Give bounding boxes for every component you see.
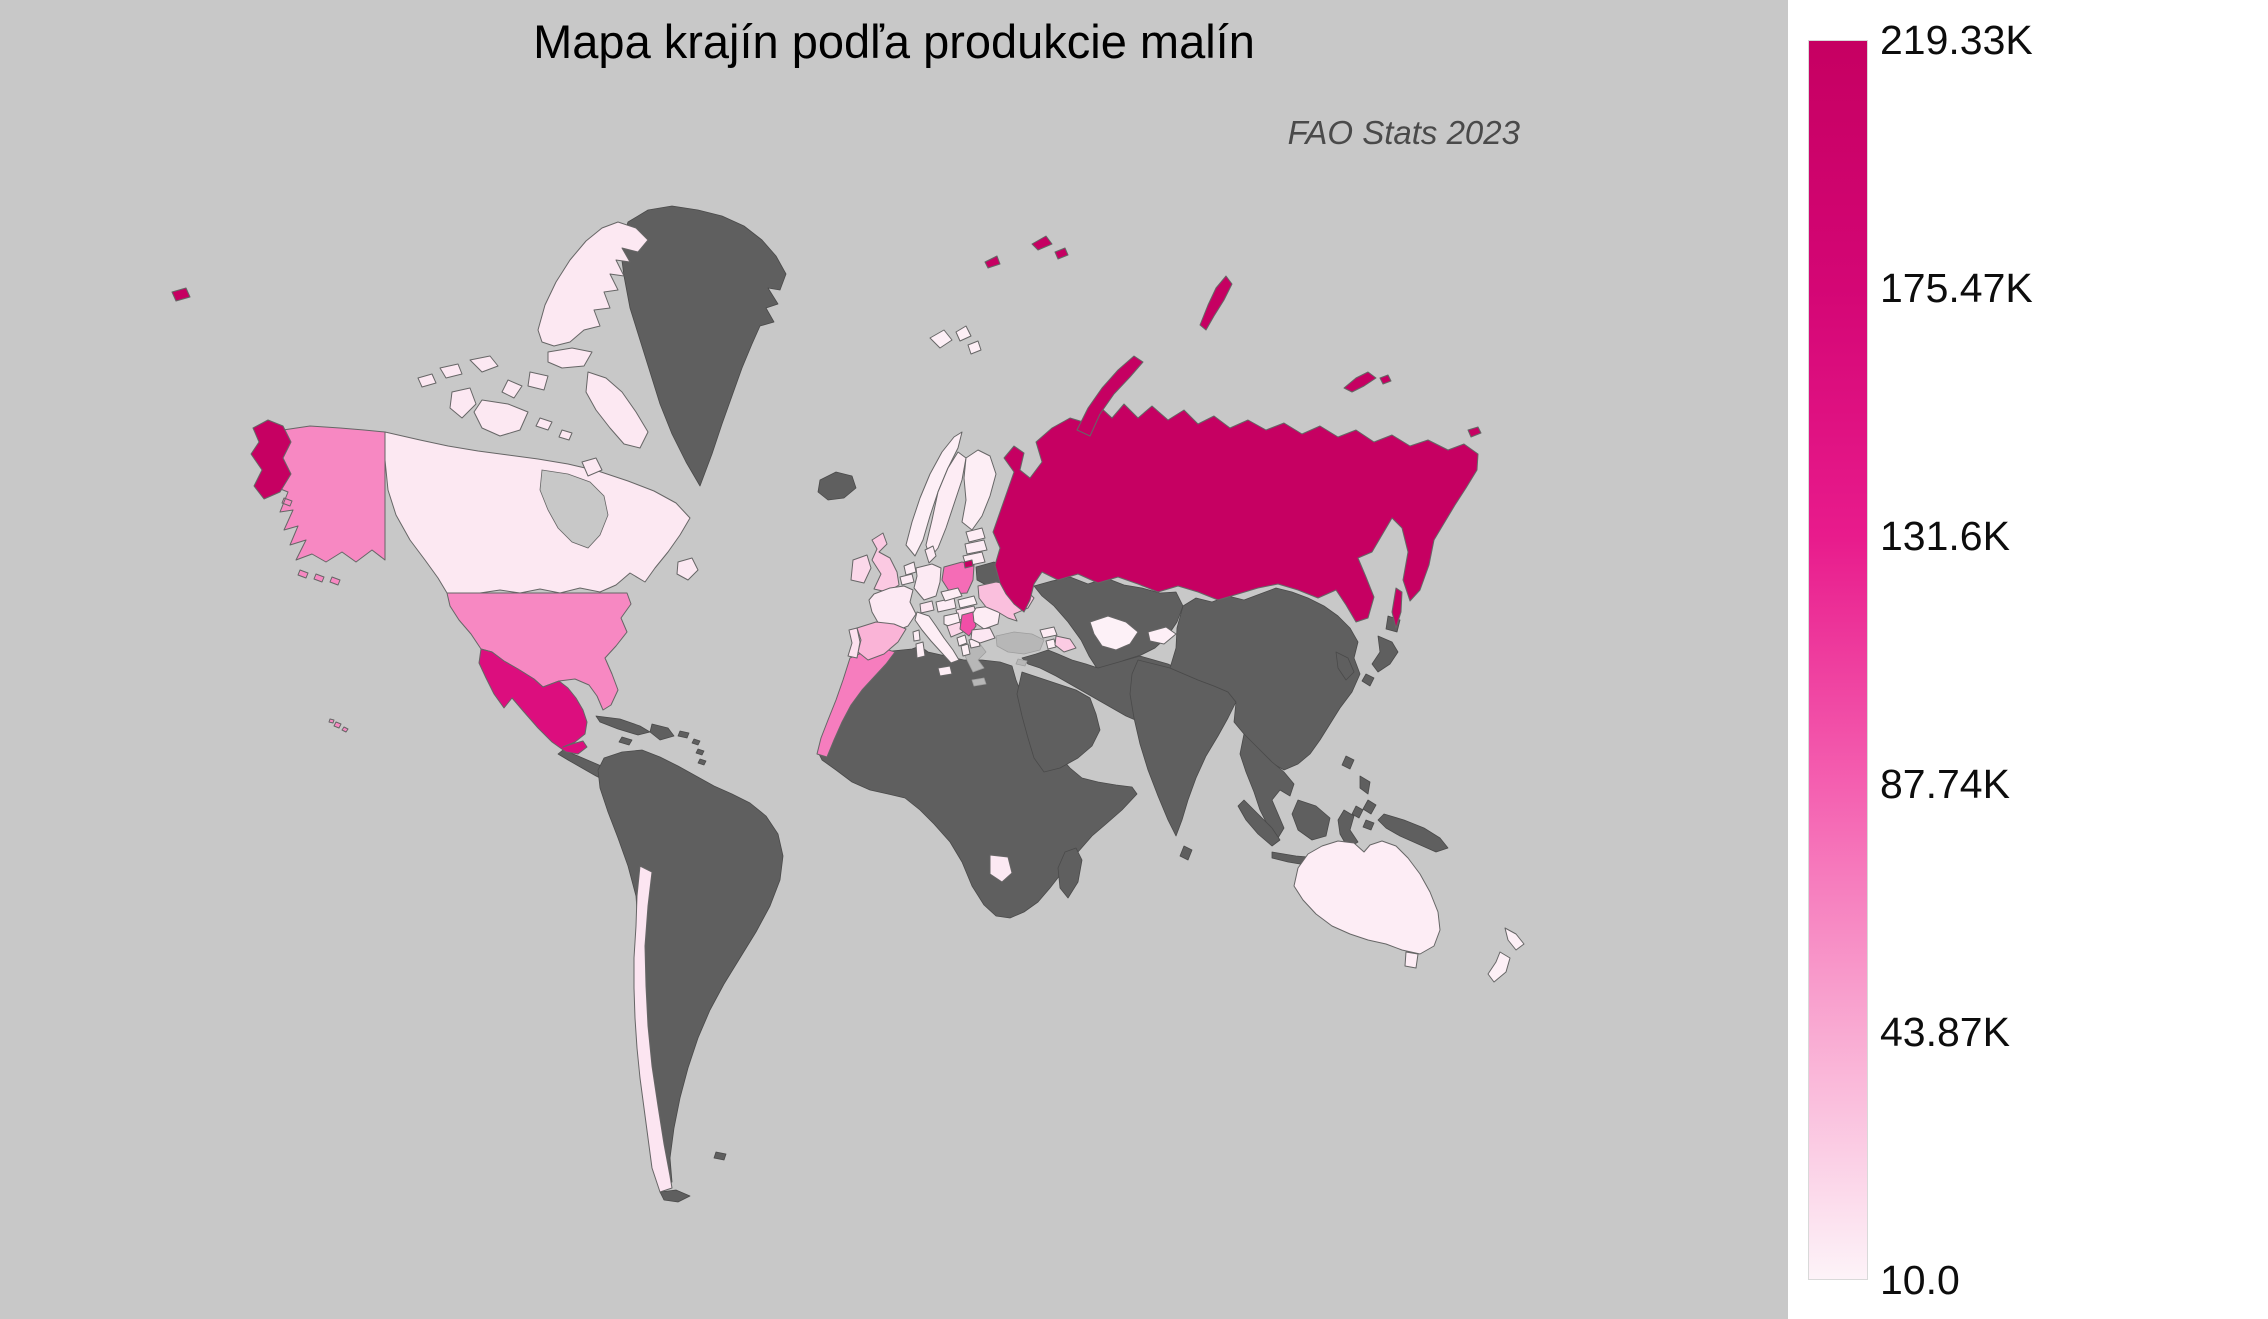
country-portugal[interactable] [847,627,861,659]
country-sweden[interactable] [925,451,967,559]
country-cuba[interactable] [595,715,651,736]
island-puerto-rico[interactable] [677,730,690,739]
country-zimbabwe[interactable] [989,854,1013,883]
region-kaliningrad[interactable] [963,559,974,569]
region-east-asia[interactable] [1169,587,1361,771]
legend-tick-label-3: 131.6K [1880,513,2010,559]
country-usa-alaska[interactable] [277,425,386,586]
country-netherlands[interactable] [903,561,917,576]
islands-falkland[interactable] [713,1151,727,1161]
region-southeast-asia[interactable] [1239,733,1295,839]
legend-tick-label-4: 87.74K [1880,761,2010,807]
map-panel: Mapa krajín podľa produkcie malín FAO St… [0,0,1788,1319]
island-tierra-del-fuego[interactable] [659,1189,691,1203]
chart-title: Mapa krajín podľa produkcie malín [533,15,1255,68]
country-latvia[interactable] [964,539,988,555]
island-taiwan[interactable] [1341,755,1355,770]
country-canada[interactable] [384,431,691,594]
country-ireland[interactable] [850,554,872,584]
country-bulgaria[interactable] [970,627,996,644]
country-madagascar[interactable] [1057,847,1083,899]
country-italy[interactable] [912,611,960,677]
country-greenland[interactable] [619,205,787,487]
region-arabian-peninsula[interactable] [1016,671,1101,773]
islands-hawaii[interactable] [328,718,349,733]
country-korea[interactable] [1335,651,1355,681]
legend-tick-label-5: 43.87K [1880,1009,2010,1055]
island-wrangel[interactable] [1467,426,1482,438]
legend-tick-label-max: 219.33K [1880,17,2033,63]
country-denmark[interactable] [924,545,937,564]
country-uk[interactable] [871,532,900,593]
country-france[interactable] [868,585,917,633]
islands-severnaya-zemlya[interactable] [1199,275,1233,331]
country-albania[interactable] [960,643,971,657]
hudson-bay-water [539,469,609,549]
country-sri-lanka[interactable] [1179,845,1193,861]
island-new-guinea[interactable] [1377,813,1449,853]
islands-canadian-arctic[interactable] [417,221,649,477]
island-sakhalin[interactable] [1391,587,1403,629]
country-kyrgyzstan[interactable] [1147,626,1177,645]
world-map [171,205,1525,1203]
country-russia[interactable] [992,403,1479,623]
country-switzerland[interactable] [919,600,935,614]
country-turkey[interactable] [995,631,1045,655]
country-estonia[interactable] [965,527,986,543]
island-hispaniola[interactable] [649,723,675,741]
country-philippines[interactable] [1351,775,1377,819]
islands-new-siberian[interactable] [1343,371,1392,393]
islands-franz-josef[interactable] [984,235,1069,269]
country-australia[interactable] [1293,840,1441,969]
country-slovakia[interactable] [957,595,978,609]
country-germany[interactable] [913,563,942,601]
islands-novaya-zemlya[interactable] [1076,355,1144,437]
country-morocco[interactable] [816,647,896,758]
country-uzbekistan[interactable] [1089,615,1139,651]
island-cyprus[interactable] [1015,658,1028,667]
island-jamaica[interactable] [618,736,633,746]
lesser-antilles[interactable] [691,738,707,766]
country-czechia[interactable] [940,587,963,602]
legend-tick-label-2: 175.47K [1880,265,2033,311]
country-iceland[interactable] [817,471,857,501]
legend-tick-label-min: 10.0 [1880,1257,1960,1303]
country-bosnia[interactable] [946,621,964,638]
island-newfoundland[interactable] [676,557,699,581]
country-belgium[interactable] [899,573,915,586]
chart-subtitle: FAO Stats 2023 [1287,114,1520,151]
country-azerbaijan[interactable] [1054,635,1077,653]
region-chukotka-west[interactable] [171,287,292,500]
colorbar-gradient [1808,40,1868,1280]
country-japan[interactable] [1361,615,1401,687]
country-norway[interactable] [905,325,982,557]
country-montenegro[interactable] [956,634,968,647]
country-chile[interactable] [633,865,673,1193]
country-armenia[interactable] [1045,638,1057,650]
country-georgia[interactable] [1039,626,1058,639]
country-finland[interactable] [961,449,997,531]
legend-panel: 219.33K 175.47K 131.6K 87.74K 43.87K 10.… [1788,0,2268,1319]
country-mexico[interactable] [478,648,588,755]
country-new-zealand[interactable] [1487,927,1525,983]
